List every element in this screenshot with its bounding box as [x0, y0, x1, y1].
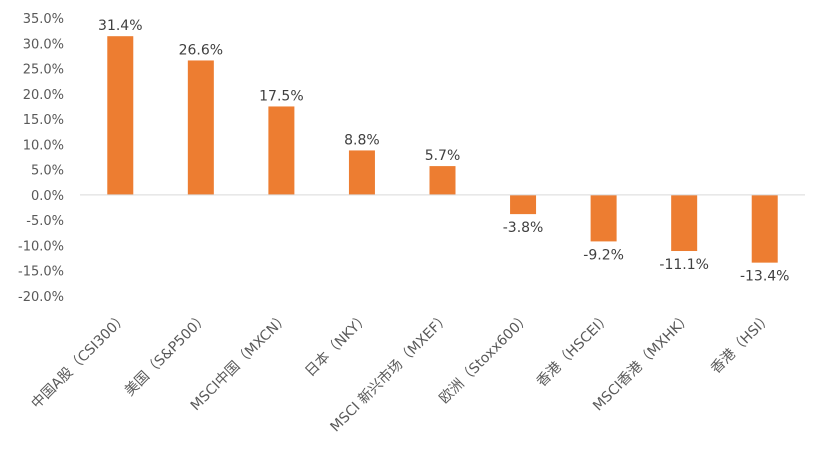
y-tick-label: -10.0%: [18, 239, 64, 254]
x-tick-label: 美国（S&P500）: [122, 310, 212, 400]
bar: [107, 36, 134, 195]
data-label: -9.2%: [583, 247, 624, 263]
bar: [590, 194, 617, 242]
y-tick-label: 30.0%: [23, 37, 64, 52]
data-label: 8.8%: [344, 132, 380, 148]
bar: [751, 194, 778, 263]
y-tick-label: 0.0%: [31, 189, 64, 204]
y-tick-label: -20.0%: [18, 290, 64, 305]
bars: [107, 36, 778, 263]
data-label: -11.1%: [659, 257, 709, 273]
x-tick-label: 中国A股（CSI300）: [29, 310, 132, 413]
data-label: 31.4%: [98, 18, 142, 34]
y-tick-label: 10.0%: [23, 138, 64, 153]
data-label: -3.8%: [503, 220, 544, 236]
data-labels: 31.4% 26.6% 17.5% 8.8% 5.7% -3.8% -9.2% -11.1% -…: [98, 18, 789, 284]
y-tick-label: -15.0%: [18, 265, 64, 280]
data-label: 5.7%: [425, 148, 461, 164]
data-label: 26.6%: [179, 42, 223, 58]
x-tick-label: 日本（NKY）: [302, 310, 373, 381]
bar: [348, 150, 375, 195]
bar: [187, 60, 214, 195]
y-tick-label: 25.0%: [23, 63, 64, 78]
y-tick-label: 20.0%: [23, 88, 64, 103]
bar: [671, 194, 698, 252]
bar: [510, 194, 537, 215]
data-label: -13.4%: [740, 269, 790, 285]
y-tick-label: 35.0%: [23, 12, 64, 27]
data-label: 17.5%: [259, 88, 303, 104]
x-tick-label: 欧洲（Stoxx600）: [436, 310, 533, 407]
y-axis: 35.0% 30.0% 25.0% 20.0% 15.0% 10.0% 5.0% 0.0% -5…: [18, 12, 64, 305]
bar: [429, 166, 456, 195]
x-axis: 中国A股（CSI300）美国（S&P500）MSCI中国（MXCN） 日本（NKY…: [29, 309, 776, 435]
y-tick-label: -5.0%: [26, 214, 64, 229]
x-tick-label: 香港（HSCEI）: [534, 310, 615, 391]
y-tick-label: 15.0%: [23, 113, 64, 128]
x-tick-label: 香港（HSI）: [708, 310, 776, 378]
y-tick-label: 5.0%: [31, 164, 64, 179]
bar: [268, 106, 295, 195]
